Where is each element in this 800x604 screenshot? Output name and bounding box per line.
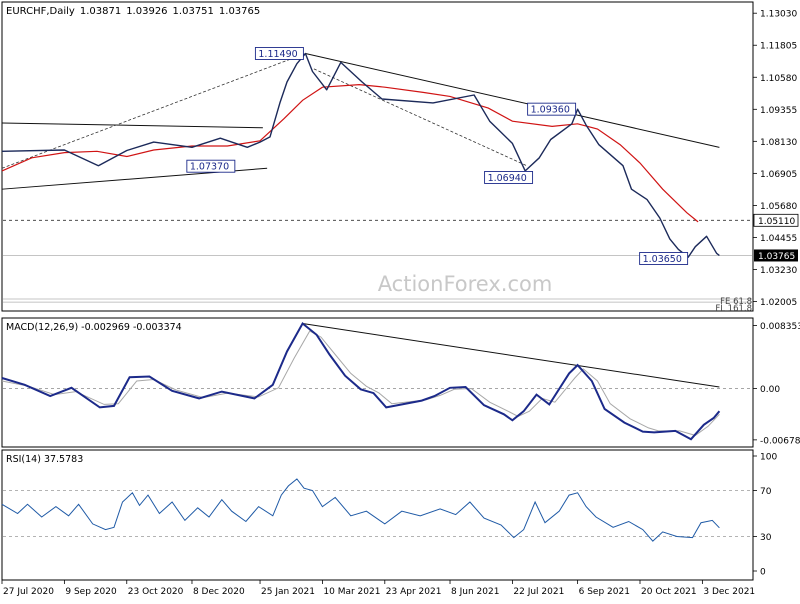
annotation-label-0: 1.11490	[258, 49, 297, 60]
macd-axis-tick-2: -0.006788	[760, 436, 800, 446]
rsi-panel: RSI(14) 37.5783	[1, 449, 754, 581]
last-price-bg	[754, 249, 798, 262]
date-axis-label-0: 27 Jul 2020	[3, 587, 54, 597]
rsi-axis-tick-0: 100	[760, 453, 777, 463]
price-axis-tick-9: 1.02005	[760, 298, 797, 308]
price-horizontal-lines	[3, 219, 752, 303]
rsi-axis: 100 70 30 0	[753, 453, 777, 578]
last-price-box: 1.03765	[754, 249, 798, 262]
price-axis-tick-3: 1.09355	[760, 106, 797, 116]
price-axis-tick-4: 1.08130	[760, 138, 797, 148]
rsi-axis-tick-2: 30	[760, 533, 772, 543]
macd-axis: 0.008353 0.00 -0.006788	[753, 322, 800, 446]
macd-line	[1, 321, 721, 441]
price-trendline-0	[1, 122, 263, 129]
macd-signal-line	[1, 330, 720, 436]
level-label-box: 1.05110	[753, 213, 799, 227]
annotation-box-1	[527, 102, 577, 116]
date-axis: 27 Jul 2020 9 Sep 2020 23 Oct 2020 8 Dec 20…	[1, 580, 755, 597]
macd-trendline	[302, 323, 720, 388]
price-axis-tick-6: 1.05680	[760, 202, 797, 212]
macd-header: MACD(12,26,9) -0.002969 -0.003374	[6, 322, 182, 333]
annotation-label-1: 1.09360	[531, 105, 570, 116]
ohlc-low: 1.03751	[173, 6, 214, 17]
date-axis-label-4: 25 Jan 2021	[261, 587, 315, 597]
ohlc-high: 1.03926	[126, 6, 167, 17]
price-panel-header: EURCHF,Daily 1.03871 1.03926 1.03751 1.03765	[6, 6, 260, 17]
date-axis-label-5: 10 Mar 2021	[323, 587, 380, 597]
annotation-box-3	[484, 171, 534, 184]
price-trendline-3	[305, 52, 720, 148]
price-annotations: 1.11490 1.09360 1.07370 1.06940 1.03650	[186, 47, 689, 265]
date-axis-label-7: 8 Jun 2021	[451, 587, 499, 597]
price-axis-tick-8: 1.03230	[760, 266, 797, 276]
rsi-line	[1, 478, 720, 542]
moving-average-line	[1, 83, 699, 223]
date-axis-label-11: 3 Dec 2021	[703, 587, 755, 597]
price-panel: EURCHF,Daily 1.03871 1.03926 1.03751 1.03765…	[1, 1, 754, 314]
date-axis-label-3: 8 Dec 2020	[193, 587, 245, 597]
annotation-label-2: 1.07370	[190, 162, 229, 173]
rsi-axis-tick-1: 70	[760, 487, 772, 497]
date-axis-label-9: 6 Sep 2021	[579, 587, 630, 597]
macd-axis-tick-0: 0.008353	[760, 322, 800, 332]
rsi-panel-frame	[1, 449, 754, 581]
annotation-label-3: 1.06940	[488, 173, 527, 184]
date-axis-label-2: 23 Oct 2020	[128, 587, 184, 597]
date-axis-label-6: 23 Apr 2021	[386, 587, 442, 597]
macd-panel: MACD(12,26,9) -0.002969 -0.003374	[1, 317, 754, 448]
rsi-header: RSI(14) 37.5783	[6, 454, 83, 465]
annotation-box-0	[254, 47, 304, 60]
price-trendline-4	[313, 68, 527, 167]
price-axis-tick-5: 1.06905	[760, 170, 797, 180]
price-line	[1, 52, 720, 258]
fe-label: FE 61.8	[720, 297, 752, 307]
watermark: ActionForex.com	[378, 272, 553, 296]
price-axis-tick-1: 1.11805	[760, 42, 797, 52]
date-axis-label-8: 22 Jul 2021	[513, 587, 564, 597]
date-axis-label-10: 20 Oct 2021	[641, 587, 697, 597]
price-axis-tick-7: 1.04455	[760, 234, 797, 244]
rsi-axis-tick-3: 0	[760, 568, 766, 578]
annotation-box-4	[639, 252, 689, 265]
annotation-label-4: 1.03650	[643, 254, 682, 265]
ohlc-close: 1.03765	[219, 6, 260, 17]
price-axis-tick-2: 1.10580	[760, 74, 797, 84]
price-axis-tick-0: 1.13030	[760, 10, 797, 20]
macd-axis-tick-1: 0.00	[760, 385, 780, 395]
symbol-header: EURCHF,Daily	[6, 6, 75, 17]
rsi-level-lines	[3, 490, 752, 537]
level-label-bg	[753, 213, 799, 227]
ohlc-open: 1.03871	[80, 6, 121, 17]
annotation-box-2	[186, 159, 236, 173]
last-price-label: 1.03765	[758, 252, 795, 262]
macd-panel-frame	[1, 317, 754, 448]
date-axis-label-1: 9 Sep 2020	[65, 587, 117, 597]
price-trendline-2	[1, 53, 306, 169]
price-axis: 1.13030 1.11805 1.10580 1.09355 1.08130 1.069…	[753, 10, 797, 308]
fl-label: FL 161.8	[715, 304, 752, 314]
level-label: 1.05110	[758, 217, 795, 227]
